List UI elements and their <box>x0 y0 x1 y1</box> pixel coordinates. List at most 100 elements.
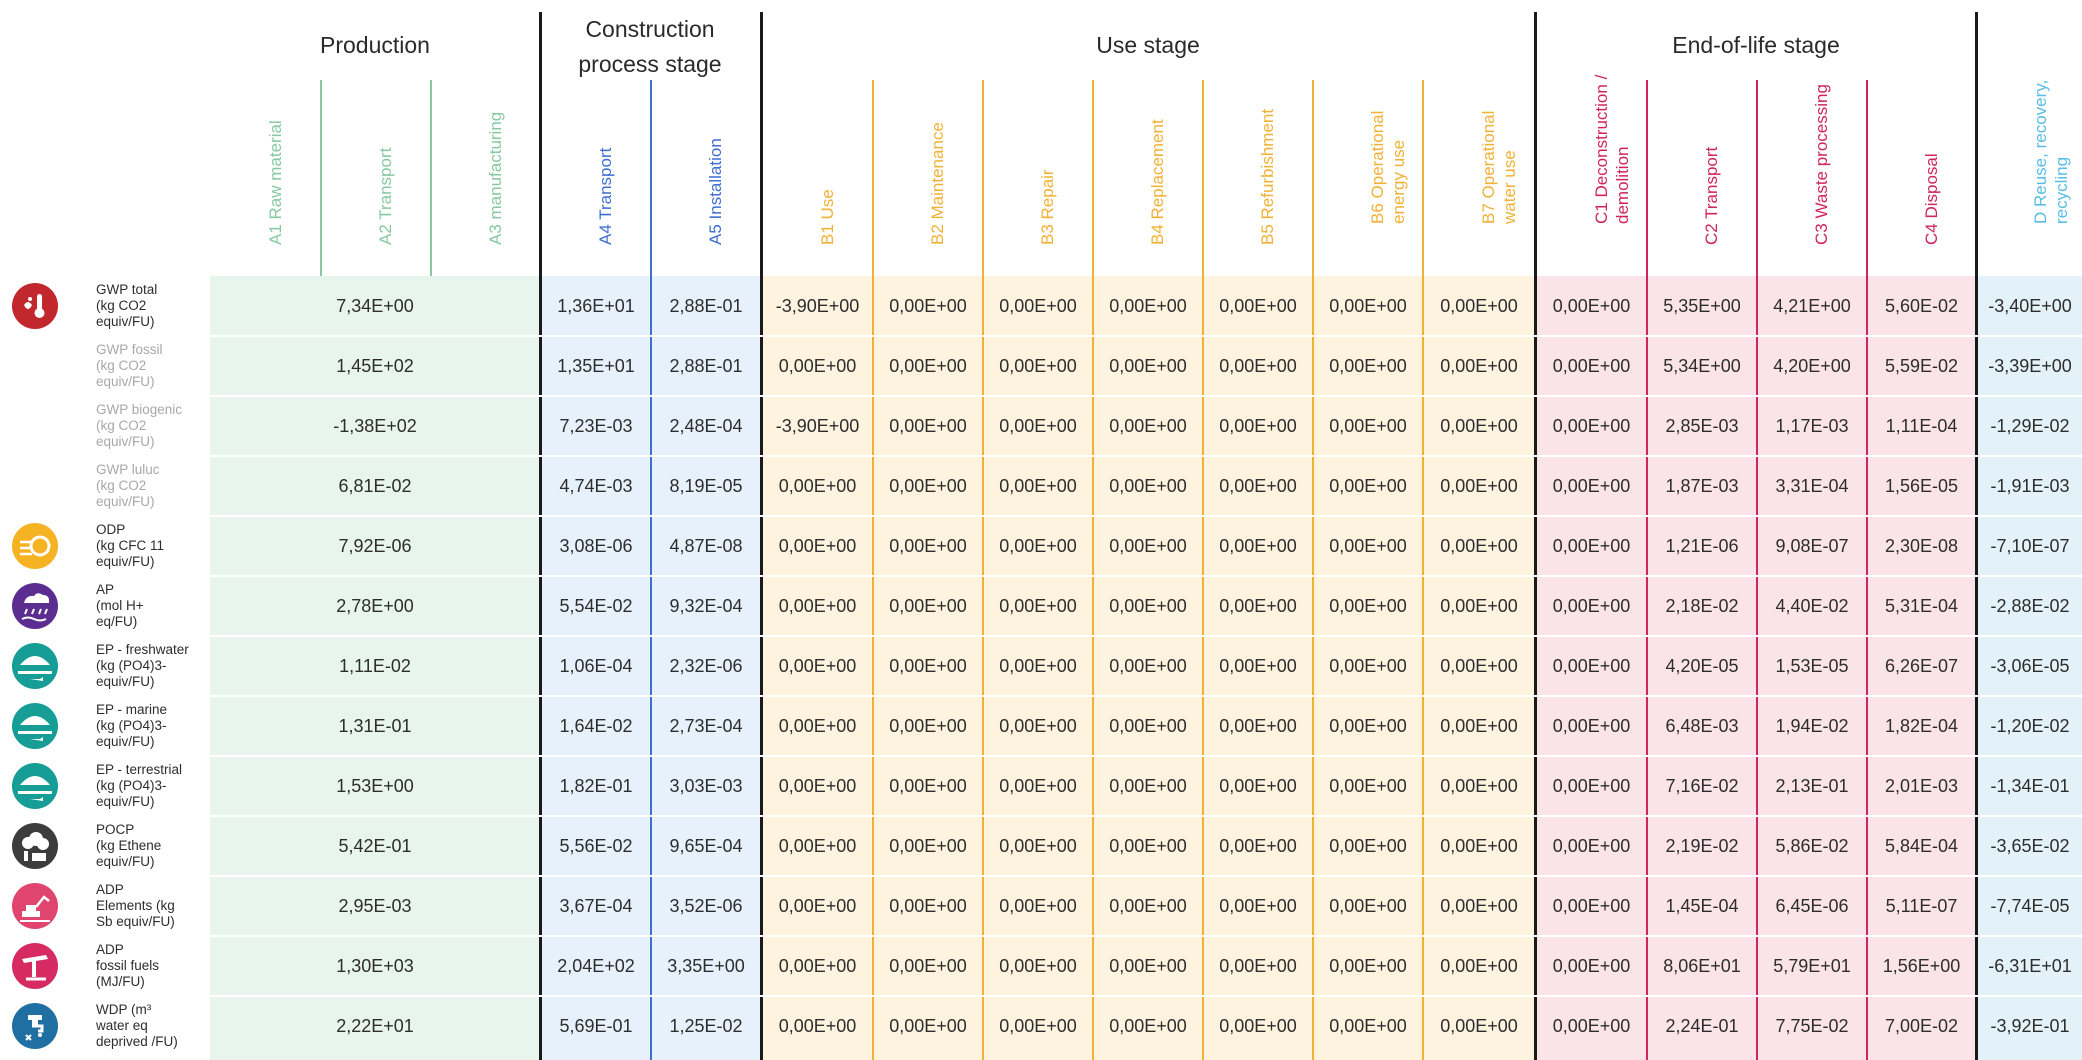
table-cell: 2,48E-04 <box>669 415 743 436</box>
table-cell: 0,00E+00 <box>778 895 857 916</box>
table-cell: 0,00E+00 <box>778 655 857 676</box>
table-cell: 0,00E+00 <box>889 415 967 436</box>
table-cell: 5,42E-01 <box>338 835 412 856</box>
table-cell: -1,91E-03 <box>1990 475 2070 496</box>
table-cell: 6,48E-03 <box>1665 715 1739 736</box>
zone-d <box>1978 276 2082 1060</box>
table-cell: 4,20E-05 <box>1665 655 1739 676</box>
table-cell: 5,59E-02 <box>1884 355 1959 376</box>
table-cell: 0,00E+00 <box>1109 1015 1187 1036</box>
column-separator <box>1866 80 1868 1060</box>
table-cell: 0,00E+00 <box>1219 295 1297 316</box>
table-cell: 0,00E+00 <box>1440 715 1518 736</box>
row-separator <box>210 995 2082 997</box>
table-cell: -3,39E+00 <box>1988 355 2072 376</box>
column-header-d: D Reuse, recovery, recycling <box>1978 70 2082 266</box>
column-header-label-b4: B4 Replacement <box>1148 119 1167 245</box>
table-cell: 7,23E-03 <box>559 415 633 436</box>
table-cell: 0,00E+00 <box>999 475 1077 496</box>
table-cell: 4,21E+00 <box>1773 295 1851 316</box>
table-cell: 2,18E-02 <box>1665 595 1739 616</box>
table-cell: 0,00E+00 <box>1219 775 1297 796</box>
table-cell: 0,00E+00 <box>1552 955 1631 976</box>
row-label: GWP biogenic (kg CO2 equiv/FU) <box>96 402 183 449</box>
table-cell: 0,00E+00 <box>778 1015 857 1036</box>
table-cell: 0,00E+00 <box>999 595 1077 616</box>
table-cell: 0,00E+00 <box>1219 475 1297 496</box>
column-header-c1: C1 Deconstruction / demolition <box>1536 70 1646 266</box>
table-cell: 6,81E-02 <box>338 475 412 496</box>
row-label: GWP total (kg CO2 equiv/FU) <box>96 282 158 329</box>
row-label: GWP luluc (kg CO2 equiv/FU) <box>96 462 160 509</box>
table-cell: 0,00E+00 <box>1552 1015 1631 1036</box>
table-cell: 5,56E-02 <box>559 835 633 856</box>
table-cell: 0,00E+00 <box>1552 475 1631 496</box>
zone-production <box>210 276 540 1060</box>
stage-divider <box>539 12 542 1060</box>
table-cell: 0,00E+00 <box>1219 1015 1297 1036</box>
table-cell: 2,78E+00 <box>336 595 414 616</box>
table-cell: 5,54E-02 <box>559 595 633 616</box>
table-cell: 1,31E-01 <box>338 715 412 736</box>
table-cell: -2,88E-02 <box>1990 595 2070 616</box>
table-cell: 0,00E+00 <box>1329 955 1407 976</box>
column-header-a2: A2 Transport <box>320 70 430 266</box>
table-cell: 1,36E+01 <box>557 295 635 316</box>
table-cell: 0,00E+00 <box>1109 955 1187 976</box>
table-cell: 0,00E+00 <box>889 895 967 916</box>
thermometer-icon <box>12 283 58 329</box>
table-cell: -1,34E-01 <box>1990 775 2070 796</box>
column-header-c4: C4 Disposal <box>1866 70 1976 266</box>
table-cell: 0,00E+00 <box>999 295 1077 316</box>
table-cell: 2,30E-08 <box>1884 535 1959 556</box>
stage-title-end-of-life: End-of-life stage <box>1672 32 1840 58</box>
table-cell: -3,90E+00 <box>775 415 860 436</box>
table-cell: 3,03E-03 <box>669 775 743 796</box>
stage-title-construction: Construction process stage <box>540 12 760 82</box>
table-cell: 0,00E+00 <box>778 955 857 976</box>
table-cell: 4,20E+00 <box>1773 355 1851 376</box>
column-header-a4: A4 Transport <box>540 70 650 266</box>
column-header-c2: C2 Transport <box>1646 70 1756 266</box>
table-cell: 1,25E-02 <box>669 1015 743 1036</box>
column-header-label-a4: A4 Transport <box>596 147 615 245</box>
column-separator <box>1092 80 1094 1060</box>
table-cell: 9,32E-04 <box>669 595 743 616</box>
table-cell: 0,00E+00 <box>1552 835 1631 856</box>
column-header-a5: A5 Installation <box>650 70 760 266</box>
table-cell: 0,00E+00 <box>889 295 967 316</box>
column-separator <box>320 80 322 276</box>
column-header-label-c1: C1 Deconstruction / demolition <box>1592 74 1632 224</box>
table-cell: 2,04E+02 <box>557 955 635 976</box>
table-cell: 0,00E+00 <box>778 775 857 796</box>
table-cell: -1,20E-02 <box>1990 715 2070 736</box>
column-header-label-a3: A3 manufacturing <box>486 111 505 245</box>
table-cell: 1,82E-01 <box>559 775 633 796</box>
row-label: GWP fossil (kg CO2 equiv/FU) <box>96 342 163 389</box>
table-cell: 0,00E+00 <box>1440 355 1518 376</box>
table-cell: 1,45E-04 <box>1665 895 1739 916</box>
table-cell: 0,00E+00 <box>1329 895 1407 916</box>
table-cell: 2,01E-03 <box>1884 775 1959 796</box>
table-cell: 1,56E+00 <box>1882 955 1961 976</box>
column-header-label-c4: C4 Disposal <box>1922 153 1941 245</box>
stage-divider <box>760 12 763 1060</box>
table-cell: 0,00E+00 <box>1109 595 1187 616</box>
table-cell: 0,00E+00 <box>778 835 857 856</box>
row-label: WDP (m³ water eq deprived /FU) <box>96 1002 178 1049</box>
table-cell: 5,11E-07 <box>1885 895 1958 916</box>
table-cell: 0,00E+00 <box>889 775 967 796</box>
table-cell: 0,00E+00 <box>1219 955 1297 976</box>
table-cell: -3,40E+00 <box>1988 295 2072 316</box>
table-cell: 2,85E-03 <box>1665 415 1739 436</box>
table-cell: 4,87E-08 <box>669 535 743 556</box>
table-cell: 0,00E+00 <box>1329 1015 1407 1036</box>
table-cell: 8,06E+01 <box>1663 955 1741 976</box>
table-cell: 0,00E+00 <box>1109 775 1187 796</box>
row-separator <box>210 875 2082 877</box>
table-cell: 1,53E+00 <box>336 775 414 796</box>
table-cell: 0,00E+00 <box>1219 895 1297 916</box>
row-separator <box>210 635 2082 637</box>
table-cell: 0,00E+00 <box>1440 415 1518 436</box>
table-cell: 0,00E+00 <box>1552 295 1631 316</box>
